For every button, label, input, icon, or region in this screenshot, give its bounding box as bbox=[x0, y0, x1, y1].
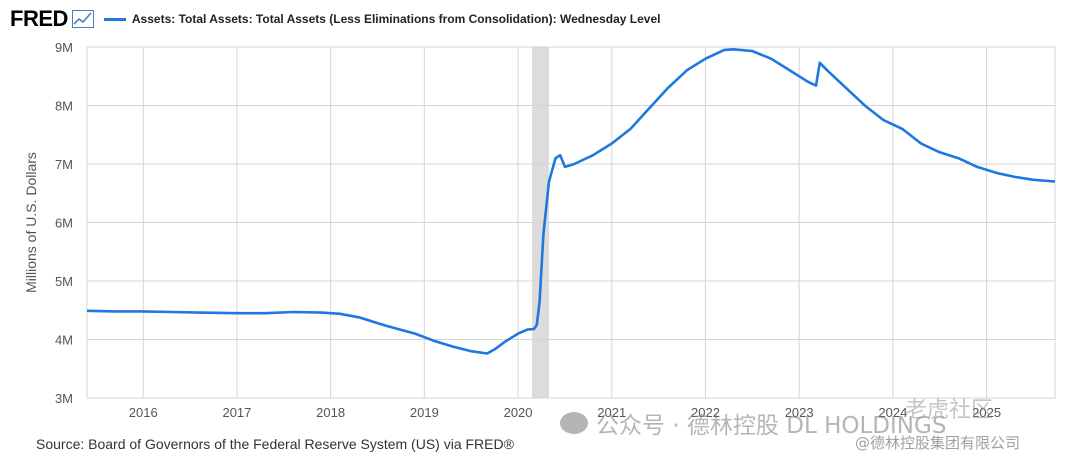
y-tick-label: 7M bbox=[55, 157, 73, 172]
watermark-copyright: @德林控股集团有限公司 bbox=[855, 434, 1021, 452]
y-tick-label: 5M bbox=[55, 274, 73, 289]
y-tick-label: 8M bbox=[55, 99, 73, 114]
x-tick-label: 2017 bbox=[222, 405, 251, 420]
y-axis-label: Millions of U.S. Dollars bbox=[23, 152, 39, 293]
fred-logo[interactable]: FRED bbox=[10, 6, 68, 31]
chart-trend-icon bbox=[71, 10, 94, 28]
x-tick-label: 2018 bbox=[316, 405, 345, 420]
legend: Assets: Total Assets: Total Assets (Less… bbox=[103, 12, 661, 26]
watermark-wechat: 公众号 · 德林控股 DL HOLDINGS bbox=[560, 406, 946, 440]
x-tick-label: 2024 bbox=[878, 405, 907, 420]
x-tick-label: 2016 bbox=[129, 405, 158, 420]
legend-swatch bbox=[103, 17, 126, 21]
legend-label: Assets: Total Assets: Total Assets (Less… bbox=[131, 12, 661, 26]
watermark-brand: 老虎社区 bbox=[905, 398, 994, 423]
wechat-icon bbox=[560, 412, 588, 434]
x-tick-label: 2025 bbox=[972, 405, 1001, 420]
x-tick-label: 2023 bbox=[785, 405, 814, 420]
plot-border bbox=[86, 46, 1056, 399]
x-tick-label: 2022 bbox=[691, 405, 720, 420]
series-line bbox=[86, 47, 1056, 355]
x-tick-label: 2019 bbox=[410, 405, 439, 420]
x-tick-label: 2020 bbox=[504, 405, 533, 420]
watermark-main-text: 公众号 · 德林控股 DL HOLDINGS bbox=[596, 413, 947, 439]
chart-header: FRED Assets: Total Assets: Total Assets … bbox=[10, 6, 660, 32]
y-tick-label: 4M bbox=[55, 333, 73, 348]
x-tick-label: 2021 bbox=[597, 405, 626, 420]
y-tick-label: 3M bbox=[55, 391, 73, 406]
y-tick-label: 6M bbox=[55, 216, 73, 231]
source-note: Source: Board of Governors of the Federa… bbox=[36, 436, 514, 452]
y-tick-label: 9M bbox=[55, 40, 73, 55]
